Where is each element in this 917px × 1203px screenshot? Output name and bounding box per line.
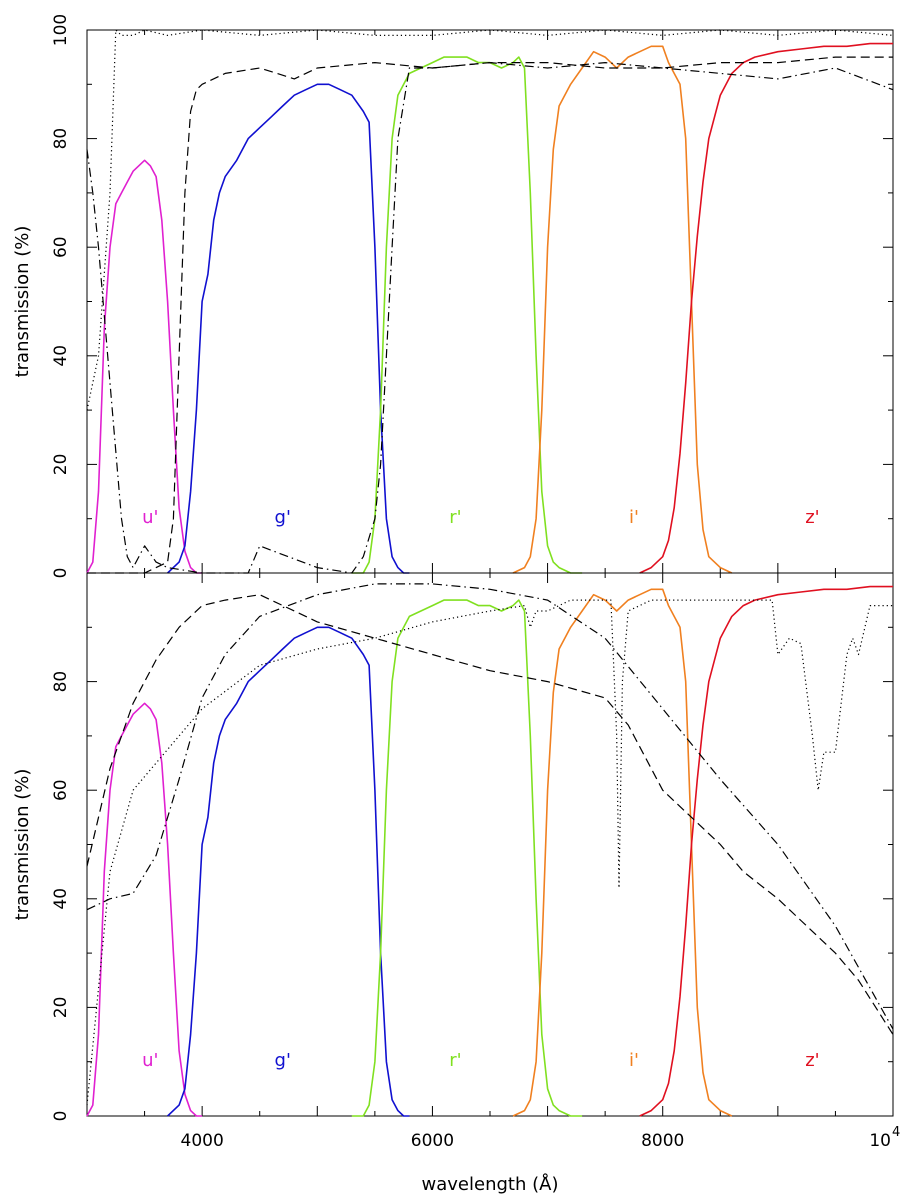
series-line-2 (351, 599, 583, 1117)
series-line-6 (87, 56, 893, 574)
filter-label: u' (142, 1050, 158, 1071)
y-tick-label: 40 (51, 345, 71, 367)
x-tick-label: 4000 (181, 1131, 224, 1151)
series-line-3 (512, 45, 733, 574)
filter-label: i' (629, 507, 639, 528)
series-line-1 (167, 83, 410, 574)
y-tick-label: 80 (51, 671, 71, 693)
series-line-0 (86, 159, 203, 574)
y-tick-label: 60 (51, 779, 71, 801)
plot-frame (86, 572, 894, 1117)
x-tick-label: 8000 (641, 1131, 684, 1151)
y-tick-label: 20 (51, 997, 71, 1019)
y-axis-label: transmission (%) (12, 769, 33, 921)
y-tick-label: 80 (51, 128, 71, 150)
filter-label: g' (275, 507, 291, 528)
top-panel: 0 20 40 60 80 100 transmission (%) u' g' r' i' z' (12, 14, 894, 579)
y-tick-label: 0 (51, 1111, 71, 1122)
x-tick-label: 10 (869, 1131, 891, 1151)
series-line-5 (86, 29, 894, 411)
y-tick-label: 20 (51, 454, 71, 476)
series-line-7 (86, 61, 894, 574)
x-tick-exponent: 4 (892, 1125, 900, 1140)
series-line-5 (86, 599, 893, 1106)
series-line-0 (86, 702, 203, 1117)
series-line-2 (351, 56, 583, 574)
filter-label: u' (142, 507, 158, 528)
y-tick-label: 0 (51, 568, 71, 579)
x-tick-label: 6000 (411, 1131, 454, 1151)
series-line-4 (639, 585, 893, 1117)
y-tick-label: 100 (51, 14, 71, 46)
series-line-6 (86, 594, 894, 1035)
filter-label: g' (275, 1050, 291, 1071)
series-line-4 (639, 42, 893, 574)
y-tick-label: 60 (51, 236, 71, 258)
filter-label: i' (629, 1050, 639, 1071)
filter-label: r' (449, 507, 461, 528)
filter-label: r' (449, 1050, 461, 1071)
series-line-7 (86, 583, 894, 1030)
y-tick-label: 40 (51, 888, 71, 910)
plot-frame (86, 29, 894, 574)
bottom-panel: 0 20 40 60 80 transmission (%) 4000 6000 8000 10 4… (12, 572, 900, 1195)
series-line-1 (167, 626, 410, 1117)
filter-label: z' (805, 1050, 819, 1071)
filter-label: z' (805, 507, 819, 528)
y-axis-label: transmission (%) (12, 226, 33, 378)
series-line-3 (512, 588, 733, 1117)
x-axis-label: wavelength (Å) (422, 1173, 559, 1195)
